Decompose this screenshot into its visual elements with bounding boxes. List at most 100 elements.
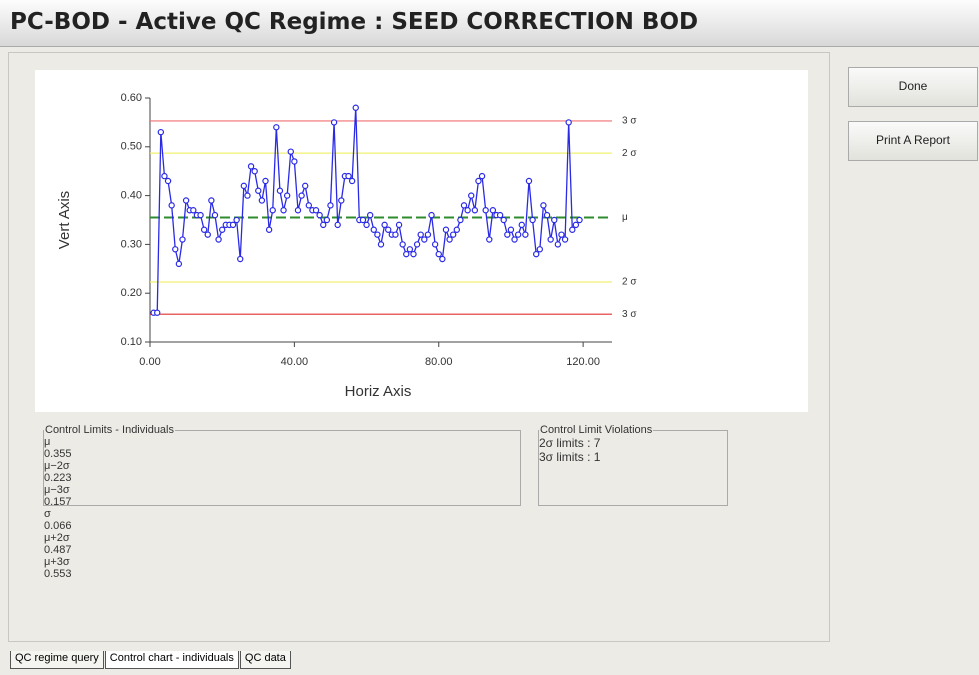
data-point xyxy=(417,231,424,238)
data-point xyxy=(175,260,183,268)
done-button[interactable]: Done xyxy=(848,67,978,107)
data-point xyxy=(453,226,460,233)
data-point xyxy=(406,246,414,253)
data-point xyxy=(283,192,291,199)
data-point xyxy=(543,211,551,219)
data-point xyxy=(320,221,327,229)
y-axis-label: Vert Axis xyxy=(56,191,73,249)
data-point xyxy=(345,172,352,180)
limit-cell: μ xyxy=(44,436,51,448)
data-point xyxy=(482,207,489,214)
limit-cell: σ xyxy=(44,508,51,520)
window-title: PC-BOD - Active QC Regime : SEED CORRECT… xyxy=(10,9,699,35)
limit-cell: 0.223 xyxy=(44,472,72,484)
data-point xyxy=(442,226,450,233)
data-point xyxy=(258,197,266,204)
limit-cell: 0.066 xyxy=(44,520,72,532)
limit-cell: μ+3σ xyxy=(44,556,70,568)
x-tick-label: 120.00 xyxy=(566,356,600,368)
data-point xyxy=(500,216,507,224)
tab-strip: QC regime query Control chart - individua… xyxy=(10,651,292,669)
data-point xyxy=(395,221,403,229)
data-point xyxy=(540,202,547,209)
data-point xyxy=(558,231,565,238)
data-point xyxy=(233,216,240,224)
data-point xyxy=(511,236,518,243)
data-point xyxy=(197,211,204,219)
data-point xyxy=(280,207,287,214)
tab[interactable]: QC data xyxy=(239,651,291,669)
control-limit-label: 2 σ xyxy=(622,148,637,159)
data-point xyxy=(294,207,302,214)
data-point xyxy=(464,207,471,214)
data-point xyxy=(312,207,320,214)
data-point xyxy=(164,177,172,185)
data-point xyxy=(410,250,417,258)
data-point xyxy=(330,119,338,126)
data-point xyxy=(529,216,536,224)
data-point xyxy=(168,202,175,209)
data-point xyxy=(269,207,276,214)
data-point xyxy=(247,163,255,170)
tab[interactable]: QC regime query xyxy=(10,651,104,669)
limit-cell: μ−2σ xyxy=(44,460,70,472)
data-point xyxy=(551,216,558,224)
panel-title: Control Limit Violations xyxy=(540,424,653,436)
data-point xyxy=(374,231,381,238)
y-tick-label: 0.20 xyxy=(121,287,142,299)
y-tick-label: 0.30 xyxy=(121,238,142,250)
data-point xyxy=(244,192,251,199)
panel-title: Control Limits - Individuals xyxy=(45,424,174,436)
violation-count: 2σ limits : 7 xyxy=(539,436,601,450)
data-point xyxy=(370,226,377,233)
data-point xyxy=(157,128,165,136)
data-point xyxy=(518,221,525,229)
data-point xyxy=(525,177,533,185)
data-point xyxy=(565,119,572,126)
data-point xyxy=(327,202,334,209)
data-point xyxy=(475,177,482,185)
x-axis-label: Horiz Axis xyxy=(345,383,412,400)
data-point xyxy=(363,221,370,229)
limit-cell: 0.157 xyxy=(44,496,72,508)
control-limit-label: 2 σ xyxy=(622,277,637,288)
limit-cell: μ+2σ xyxy=(44,532,70,544)
data-point xyxy=(251,167,258,175)
title-bar: PC-BOD - Active QC Regime : SEED CORRECT… xyxy=(0,0,979,47)
data-point xyxy=(561,236,569,243)
y-tick-label: 0.10 xyxy=(121,336,142,348)
data-point xyxy=(265,226,273,233)
data-point xyxy=(385,226,392,233)
data-point xyxy=(291,158,298,165)
data-point xyxy=(449,231,457,238)
y-tick-label: 0.40 xyxy=(121,190,142,202)
chart: Vert Axis Horiz Axis 0.10 0.20 0.30 0.40 0.5… xyxy=(35,70,808,412)
data-point xyxy=(569,226,576,233)
data-point xyxy=(229,221,237,229)
data-point xyxy=(533,250,540,258)
data-point xyxy=(366,211,374,219)
limit-cell: 0.553 xyxy=(44,568,72,580)
limit-cell: 0.355 xyxy=(44,448,72,460)
data-point xyxy=(547,236,554,243)
main-panel xyxy=(8,52,830,642)
data-point xyxy=(478,172,486,180)
data-point xyxy=(211,211,219,219)
data-point xyxy=(154,309,161,316)
x-tick-label: 0.00 xyxy=(139,356,160,368)
tab[interactable]: Control chart - individuals xyxy=(104,651,239,669)
data-point xyxy=(572,221,580,229)
control-limit-label: 3 σ xyxy=(622,309,637,320)
data-point xyxy=(421,236,428,243)
data-point xyxy=(161,172,168,180)
control-limits-panel: Control Limits - Individuals μ 0.355 μ−2σ 0… xyxy=(43,424,521,580)
data-point xyxy=(536,246,544,253)
data-point xyxy=(255,187,262,194)
limit-cell: μ−3σ xyxy=(44,484,70,496)
data-point xyxy=(496,211,504,219)
data-point xyxy=(576,216,583,224)
data-point xyxy=(471,207,479,214)
data-point xyxy=(338,197,345,204)
print-button[interactable]: Print A Report xyxy=(848,121,978,161)
